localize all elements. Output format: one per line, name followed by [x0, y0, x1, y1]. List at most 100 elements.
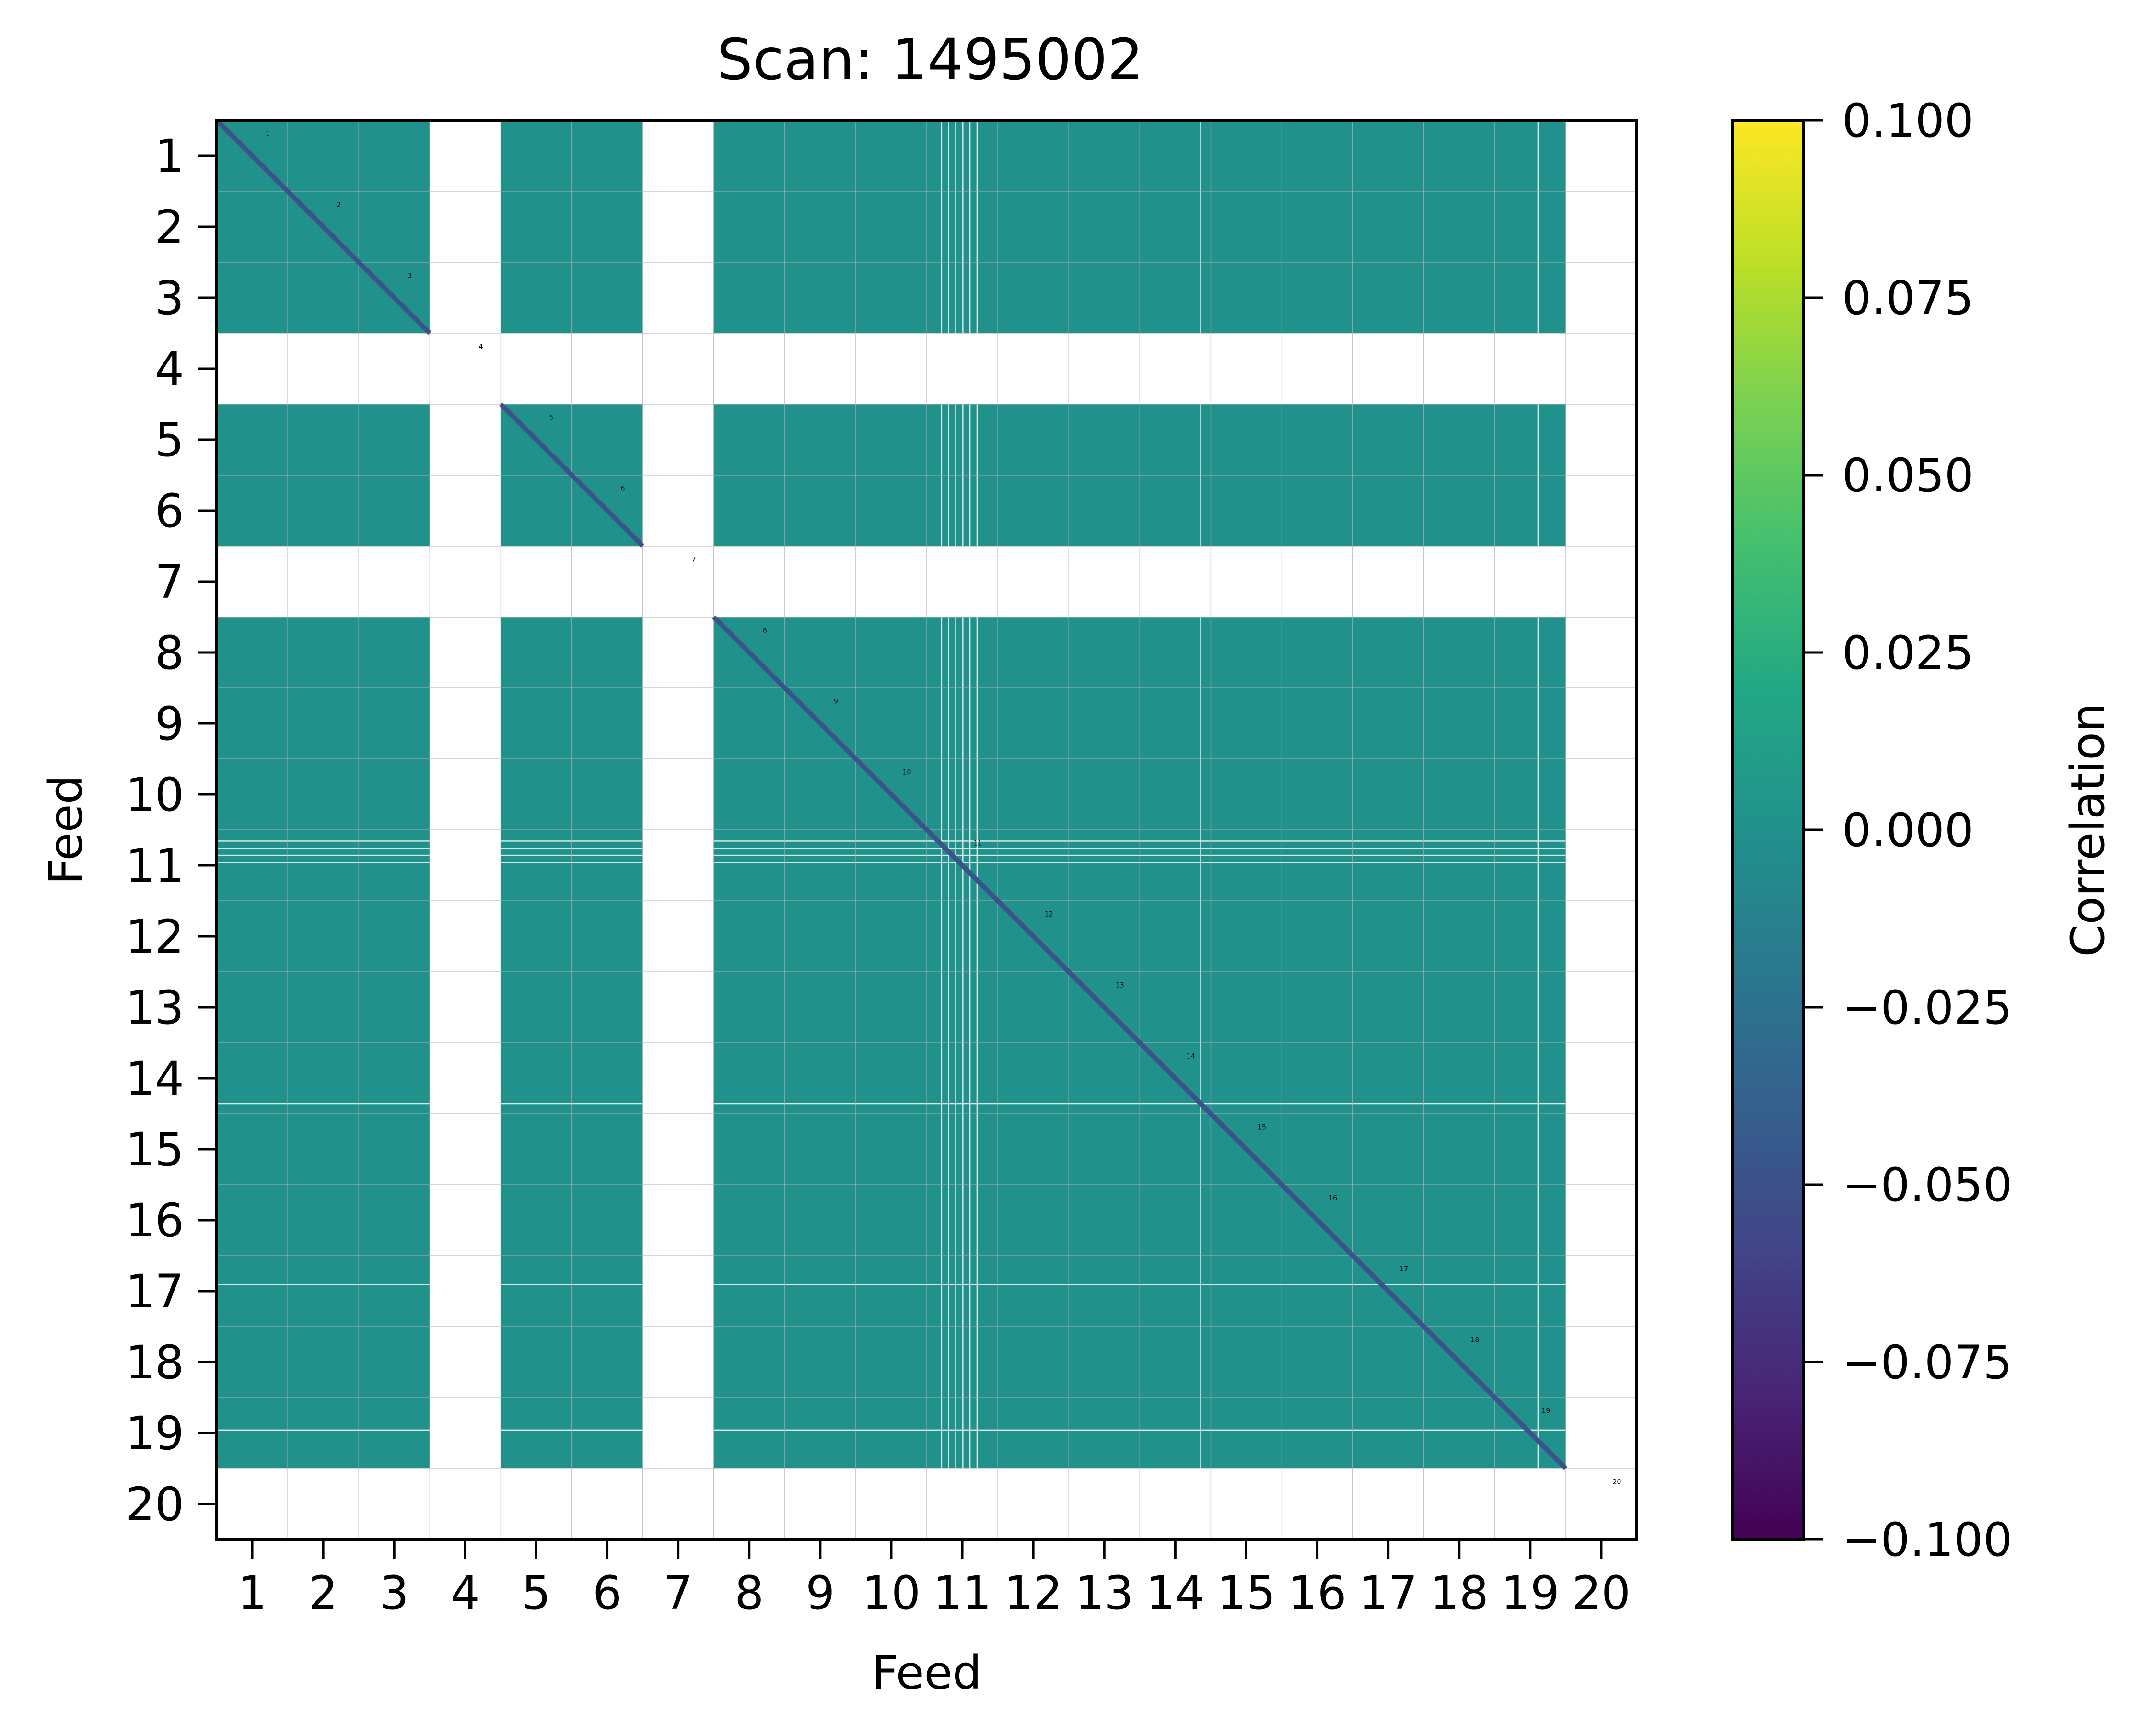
heatmap-cell [571, 404, 643, 476]
heatmap-cell [1423, 333, 1495, 405]
heatmap-stripe [948, 1114, 949, 1185]
heatmap-stripe [955, 759, 956, 830]
heatmap-stripe [962, 759, 964, 830]
heatmap-cell [1140, 191, 1211, 263]
heatmap-cell [430, 1468, 501, 1540]
heatmap-cell [998, 1114, 1069, 1185]
heatmap-cell [501, 617, 572, 688]
heatmap-cell [1565, 475, 1637, 547]
heatmap-cell [1494, 404, 1566, 476]
heatmap-stripe [927, 1103, 998, 1105]
heatmap-cell [1211, 688, 1282, 759]
heatmap-cell [217, 546, 288, 618]
heatmap-cell [1494, 1327, 1566, 1398]
heatmap-cell [1140, 617, 1211, 688]
heatmap-cell [1282, 1398, 1353, 1469]
heatmap-cell [1494, 972, 1566, 1043]
heatmap-cell [288, 688, 359, 759]
heatmap-stripe [1140, 1284, 1211, 1285]
heatmap-stripe [969, 1398, 971, 1468]
heatmap-stripe [1140, 1103, 1211, 1105]
heatmap-stripe [941, 972, 943, 1043]
heatmap-stripe [501, 1103, 572, 1105]
heatmap-cell [784, 120, 856, 192]
heatmap-cell [1494, 1114, 1566, 1185]
heatmap-cell [1069, 333, 1140, 405]
heatmap-stripe [941, 475, 943, 546]
heatmap-cell [571, 120, 643, 192]
heatmap-stripe [1211, 1103, 1282, 1105]
heatmap-cell [927, 546, 998, 618]
x-tick-label: 8 [734, 1566, 764, 1620]
heatmap-cell [1211, 617, 1282, 688]
y-tick-label: 9 [155, 697, 184, 751]
heatmap-stripe [998, 848, 1069, 849]
heatmap-stripe [948, 475, 949, 546]
heatmap-stripe [217, 1284, 288, 1285]
heatmap-stripe [1140, 840, 1211, 842]
heatmap-stripe [217, 1429, 288, 1431]
heatmap-cell [998, 475, 1069, 547]
heatmap-stripe [1537, 1398, 1539, 1468]
heatmap-cell [1211, 262, 1282, 334]
heatmap-cell [217, 830, 288, 901]
heatmap-cell [1494, 1185, 1566, 1256]
heatmap-cell [713, 1256, 785, 1327]
heatmap-stripe [217, 840, 288, 842]
heatmap-cell [1352, 404, 1424, 476]
heatmap-stripe [713, 1284, 785, 1285]
heatmap-cell [1352, 1468, 1424, 1540]
heatmap-cell [642, 546, 714, 618]
diagonal-label: 10 [903, 769, 911, 777]
heatmap-stripe [1200, 475, 1201, 546]
heatmap-cell [571, 546, 643, 618]
heatmap-stripe [501, 840, 572, 842]
heatmap-cell [571, 262, 643, 334]
heatmap-stripe [1200, 404, 1201, 475]
heatmap-cell [501, 901, 572, 972]
heatmap-stripe [1200, 759, 1201, 830]
heatmap-cell [642, 1256, 714, 1327]
heatmap-cell [288, 475, 359, 547]
heatmap-stripe [1200, 1256, 1201, 1327]
heatmap-cell [571, 1256, 643, 1327]
heatmap-stripe [962, 617, 964, 688]
heatmap-stripe [359, 848, 430, 849]
heatmap-cell [1565, 546, 1637, 618]
heatmap-stripe [955, 191, 956, 262]
diagonal-label: 6 [621, 485, 625, 493]
heatmap-cell [998, 262, 1069, 334]
heatmap-cell [642, 404, 714, 476]
heatmap-stripe [288, 854, 359, 856]
heatmap-cell [1423, 1398, 1495, 1469]
heatmap-stripe [1211, 1429, 1282, 1431]
heatmap-cell [1352, 1114, 1424, 1185]
heatmap-cell [1282, 120, 1353, 192]
heatmap-stripe [976, 1114, 978, 1185]
heatmap-cell [359, 830, 430, 901]
heatmap-cell [1282, 1327, 1353, 1398]
heatmap-cell [1494, 617, 1566, 688]
colorbar-label: Correlation [2061, 703, 2115, 956]
heatmap-cell [1494, 901, 1566, 972]
heatmap-cell [1069, 404, 1140, 476]
heatmap-stripe [784, 854, 856, 856]
heatmap-cell [855, 1043, 927, 1114]
heatmap-stripe [855, 848, 927, 849]
heatmap-stripe [217, 862, 288, 863]
heatmap-cell [1565, 1398, 1637, 1469]
diagonal-label: 5 [550, 414, 554, 422]
heatmap-cell [1069, 191, 1140, 263]
heatmap-cell [571, 333, 643, 405]
heatmap-stripe [1211, 840, 1282, 842]
heatmap-cell [359, 546, 430, 618]
heatmap-cell [1140, 546, 1211, 618]
heatmap-cell [430, 901, 501, 972]
heatmap-cell [430, 1256, 501, 1327]
heatmap-cell [1282, 830, 1353, 901]
heatmap-cell [430, 333, 501, 405]
x-tick-label: 3 [380, 1566, 409, 1620]
heatmap-cell [642, 1043, 714, 1114]
heatmap-stripe [976, 617, 978, 688]
